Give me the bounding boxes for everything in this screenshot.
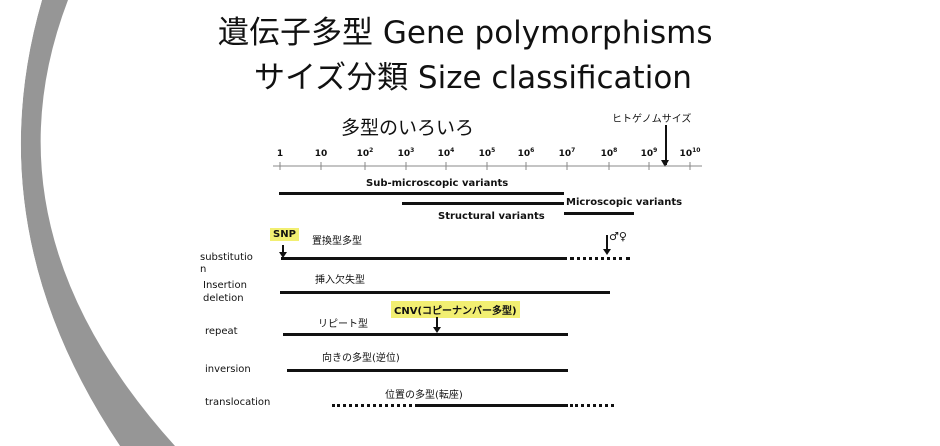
- microscopic-label: Microscopic variants: [566, 197, 682, 208]
- row-label-inversion: inversion: [205, 364, 251, 375]
- scale-label-4: 104: [438, 147, 455, 159]
- slide-title-line1: 遺伝子多型 Gene polymorphisms: [218, 14, 712, 52]
- slide-title-line2: サイズ分類 Size classification: [254, 59, 692, 97]
- repeat-bar: [283, 333, 568, 336]
- structural-bar: [402, 202, 564, 205]
- row-label-repeat: repeat: [205, 326, 238, 337]
- scale-label-3: 103: [398, 147, 415, 159]
- genome-size-label: ヒトゲノムサイズ: [612, 110, 691, 125]
- scale-label-2: 102: [357, 147, 374, 159]
- sub-microscopic-label: Sub-microscopic variants: [366, 178, 508, 189]
- translocation-bar: [418, 404, 568, 407]
- scale-label-8: 108: [601, 147, 618, 159]
- scale-label-9: 109: [641, 147, 658, 159]
- row-label-translocation: translocation: [205, 397, 270, 408]
- sex-symbols: ♂♀: [609, 230, 627, 243]
- snp-highlight: SNP: [270, 228, 299, 241]
- inversion-bar: [287, 369, 568, 372]
- sex-arrowhead: [603, 249, 611, 255]
- translocation-desc: 位置の多型(転座): [385, 386, 463, 401]
- scale-label-1: 10: [315, 147, 328, 159]
- substitution-desc: 置換型多型: [312, 232, 362, 247]
- repeat-desc: リピート型: [318, 315, 368, 330]
- structural-label: Structural variants: [438, 211, 545, 222]
- genome-size-arrow: [665, 125, 667, 165]
- scale-label-7: 107: [559, 147, 576, 159]
- scale-label-0: 1: [277, 147, 283, 159]
- scale-label-5: 105: [479, 147, 496, 159]
- cnv-highlight: CNV(コピーナンバー多型): [391, 301, 520, 318]
- inversion-desc: 向きの多型(逆位): [322, 349, 400, 364]
- scale-label-6: 106: [518, 147, 535, 159]
- translocation-dotted-right: [570, 404, 614, 407]
- substitution-dotted-extension: [570, 257, 630, 260]
- scale-axis: [270, 162, 710, 176]
- translocation-dotted-left: [332, 404, 418, 407]
- indel-bar: [280, 291, 610, 294]
- scale-label-10: 1010: [680, 147, 701, 159]
- microscopic-bar: [564, 212, 634, 215]
- figure-heading: 多型のいろいろ: [341, 113, 474, 140]
- sub-microscopic-bar: [279, 192, 564, 195]
- indel-desc: 挿入欠失型: [315, 271, 365, 286]
- row-label-substitution: substitution: [200, 252, 256, 276]
- substitution-bar: [281, 257, 567, 260]
- row-label-indel: Insertion deletion: [203, 279, 247, 305]
